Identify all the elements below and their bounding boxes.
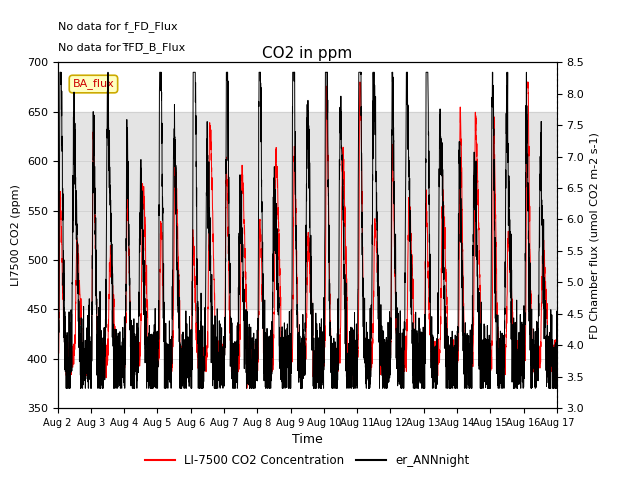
Y-axis label: LI7500 CO2 (ppm): LI7500 CO2 (ppm) [11,184,21,286]
Text: BA_flux: BA_flux [72,79,115,89]
Text: No data for f_FD_Flux: No data for f_FD_Flux [58,21,177,32]
X-axis label: Time: Time [292,433,323,446]
Legend: LI-7500 CO2 Concentration, er_ANNnight: LI-7500 CO2 Concentration, er_ANNnight [140,449,474,472]
Y-axis label: FD Chamber flux (umol CO2 m-2 s-1): FD Chamber flux (umol CO2 m-2 s-1) [590,132,600,338]
Bar [58,112,557,309]
Text: No data for f̅FD̅_B_Flux: No data for f̅FD̅_B_Flux [58,42,185,53]
Title: CO2 in ppm: CO2 in ppm [262,46,353,61]
